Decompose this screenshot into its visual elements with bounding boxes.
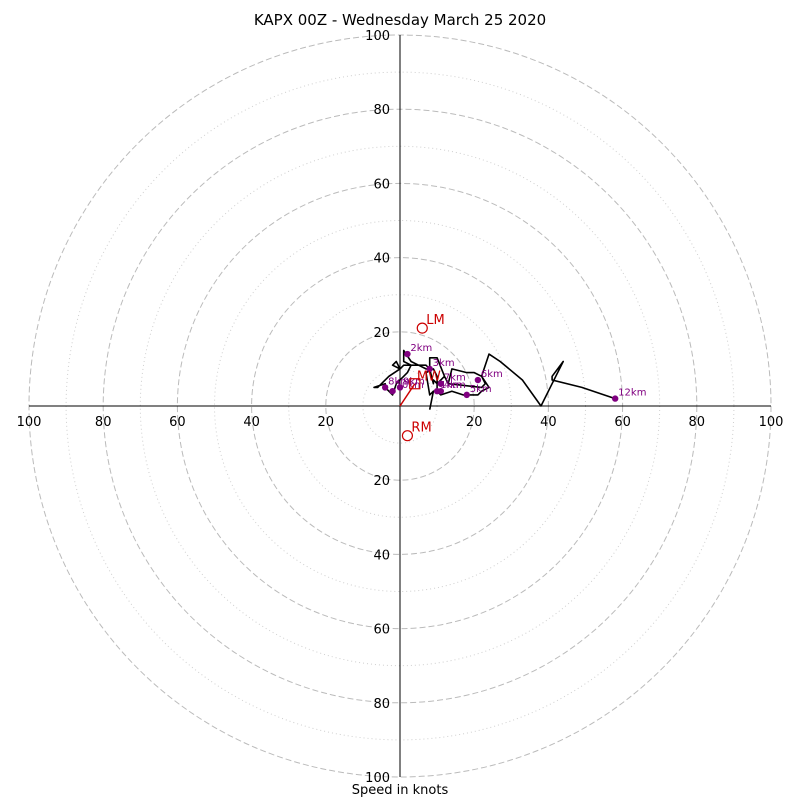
x-tick-label: 100	[759, 415, 784, 430]
x-tick-label: 60	[169, 415, 186, 430]
chart-title: KAPX 00Z - Wednesday March 25 2020	[253, 11, 547, 29]
y-tick-label: 80	[373, 697, 390, 712]
wind-trace	[373, 349, 616, 410]
x-axis-label: Speed in knots	[351, 783, 449, 798]
height-marker-label: 5km	[470, 384, 492, 395]
y-tick-label: 100	[365, 771, 390, 786]
axis-tick-labels: 100 100 80 80 60 60 40 40 20 20 20 20 40 40 60 60 80 80 10…	[17, 29, 784, 786]
height-marker-point	[437, 387, 445, 395]
height-marker-label: 3km	[433, 358, 455, 369]
x-tick-label: 80	[95, 415, 112, 430]
height-marker-point	[611, 395, 619, 402]
height-marker-point	[426, 365, 433, 373]
y-tick-label: 40	[373, 548, 390, 563]
hodograph-trace-line	[373, 349, 616, 410]
y-tick-label: 40	[373, 252, 390, 267]
right-mover-label: RM	[411, 421, 431, 436]
height-marker-point	[389, 387, 396, 395]
right-mover-marker	[401, 430, 414, 442]
left-mover-marker	[416, 322, 428, 334]
x-tick-label: 40	[243, 415, 260, 430]
x-tick-label: 20	[466, 415, 483, 430]
left-mover-label: LM	[426, 313, 444, 328]
height-marker-point	[381, 384, 389, 391]
y-tick-label: 60	[373, 177, 390, 192]
y-tick-label: 60	[373, 623, 390, 638]
height-marker-point	[474, 376, 482, 384]
mean-wind-label: MW	[417, 370, 441, 385]
storm-motion-markers: MW LM RM	[399, 313, 445, 442]
x-tick-label: 40	[540, 415, 557, 430]
y-tick-label: 80	[373, 103, 390, 118]
height-marker-label: 2km	[410, 343, 432, 354]
height-marker-label: 6km	[481, 369, 503, 380]
height-marker-label: 8km	[388, 376, 410, 387]
x-tick-label: 80	[689, 415, 706, 430]
height-marker-point	[404, 350, 411, 358]
x-tick-label: 20	[318, 415, 335, 430]
height-marker-label: 7km	[444, 373, 466, 384]
height-marker-point	[396, 384, 404, 391]
y-tick-label: 100	[365, 29, 390, 44]
y-tick-label: 20	[373, 474, 390, 489]
mean-wind-marker	[409, 378, 421, 390]
height-marker-point	[437, 380, 445, 387]
y-tick-label: 20	[373, 326, 390, 341]
height-marker-label: 1km	[440, 380, 462, 391]
x-tick-label: 60	[614, 415, 631, 430]
height-marker-label: 9km	[403, 376, 425, 387]
storm-motion-vector	[399, 383, 416, 407]
height-marker-label: 4km	[444, 380, 466, 391]
height-marker-label: 12km	[618, 388, 646, 399]
height-marker-point	[463, 391, 470, 399]
x-tick-label: 100	[17, 415, 42, 430]
